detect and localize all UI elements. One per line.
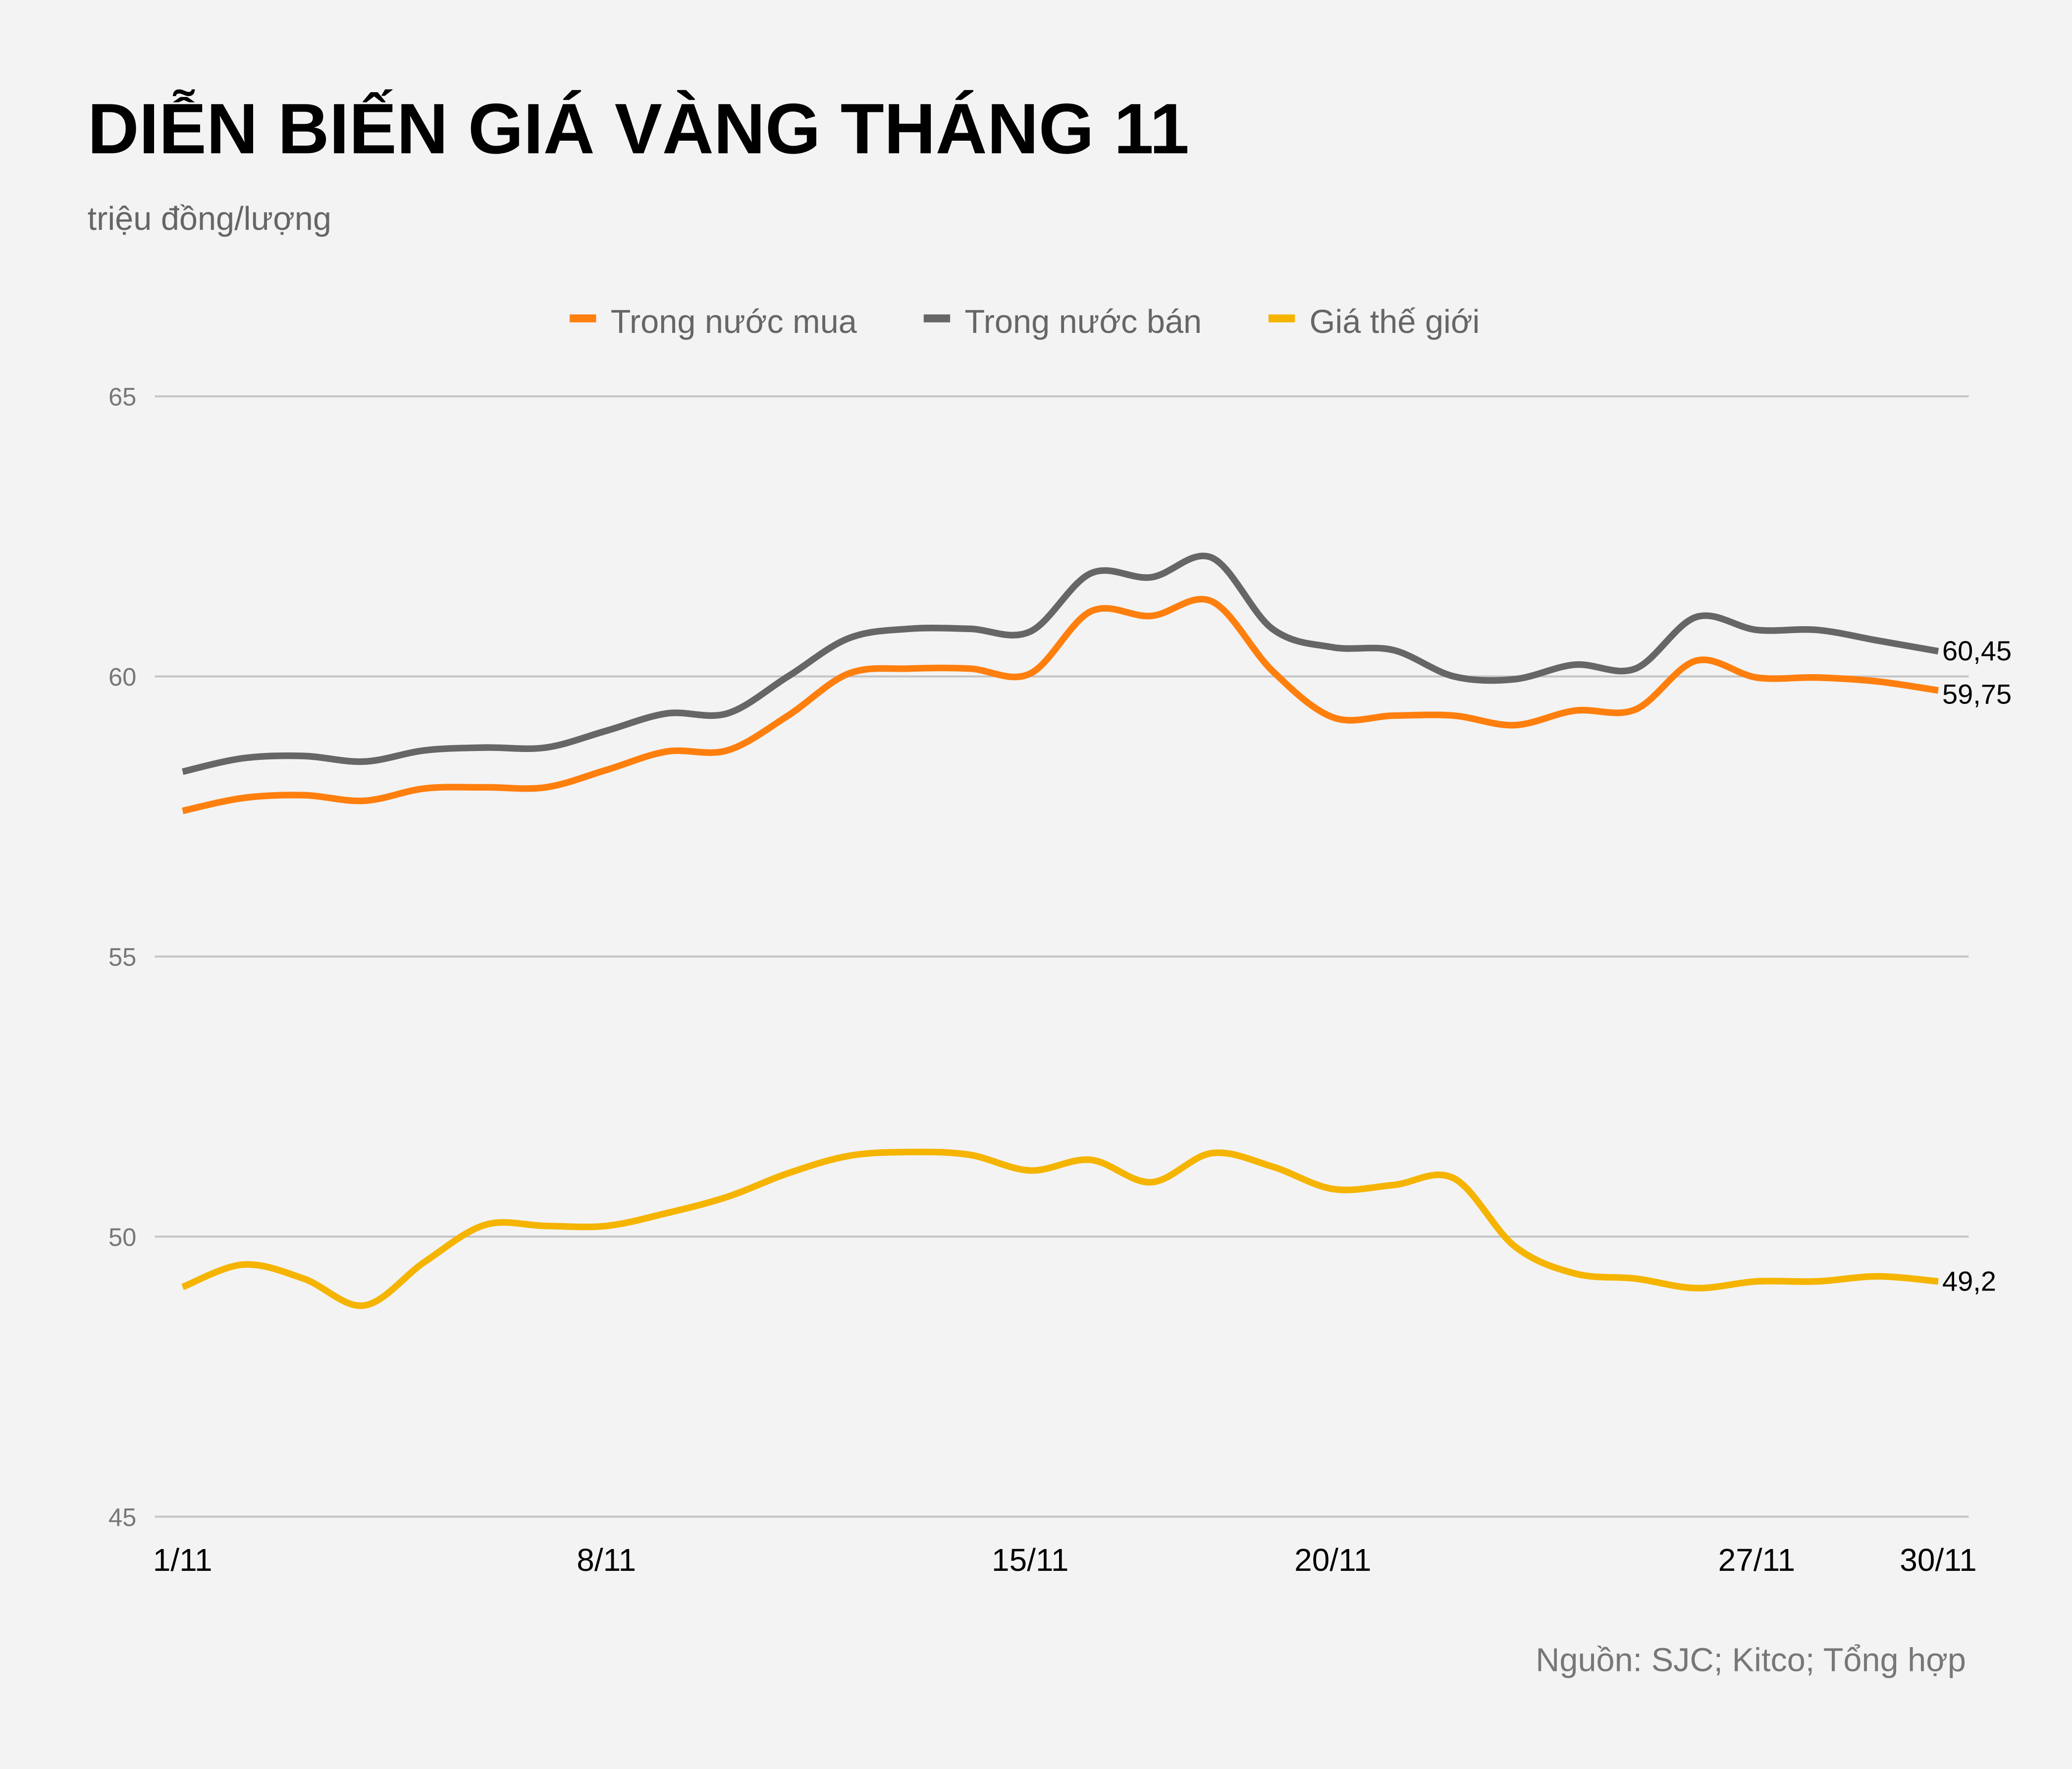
y-tick-label: 60 xyxy=(108,663,136,691)
x-tick-label: 20/11 xyxy=(1294,1542,1371,1578)
legend: Trong nước mua Trong nước bán Giá thế giới xyxy=(570,304,1480,340)
end-value-label: 60,45 xyxy=(1942,635,2012,666)
x-tick-label: 27/11 xyxy=(1718,1542,1795,1578)
series-lines xyxy=(181,552,1939,1309)
x-axis-ticks: 1/11 8/11 15/11 20/11 27/11 30/11 xyxy=(153,1542,1977,1578)
series-line xyxy=(181,1148,1939,1309)
end-value-label: 49,2 xyxy=(1942,1265,1996,1296)
series-line xyxy=(182,595,1939,814)
legend-swatch xyxy=(923,314,951,322)
y-tick-label: 55 xyxy=(108,943,136,971)
y-tick-label: 50 xyxy=(108,1223,136,1251)
legend-swatch xyxy=(1268,314,1295,322)
legend-label: Trong nước mua xyxy=(611,304,857,340)
source-note: Nguồn: SJC; Kitco; Tổng hợp xyxy=(1536,1642,1966,1679)
x-tick-label: 30/11 xyxy=(1900,1542,1976,1578)
legend-swatch xyxy=(570,314,596,322)
end-labels: 49,2 59,75 60,45 xyxy=(1942,635,2012,1296)
legend-label: Trong nước bán xyxy=(964,304,1202,340)
chart-title: DIỄN BIẾN GIÁ VÀNG THÁNG 11 xyxy=(88,89,1189,168)
y-tick-label: 45 xyxy=(108,1503,136,1531)
series-line xyxy=(182,552,1939,775)
chart-subtitle: triệu đồng/lượng xyxy=(88,201,331,237)
end-value-label: 59,75 xyxy=(1942,678,2012,709)
legend-label: Giá thế giới xyxy=(1310,304,1480,340)
x-tick-label: 8/11 xyxy=(577,1542,636,1578)
x-tick-label: 15/11 xyxy=(992,1542,1068,1578)
x-tick-label: 1/11 xyxy=(153,1542,213,1578)
y-axis-ticks: 65 60 55 50 45 xyxy=(108,383,136,1532)
y-tick-label: 65 xyxy=(108,383,136,411)
